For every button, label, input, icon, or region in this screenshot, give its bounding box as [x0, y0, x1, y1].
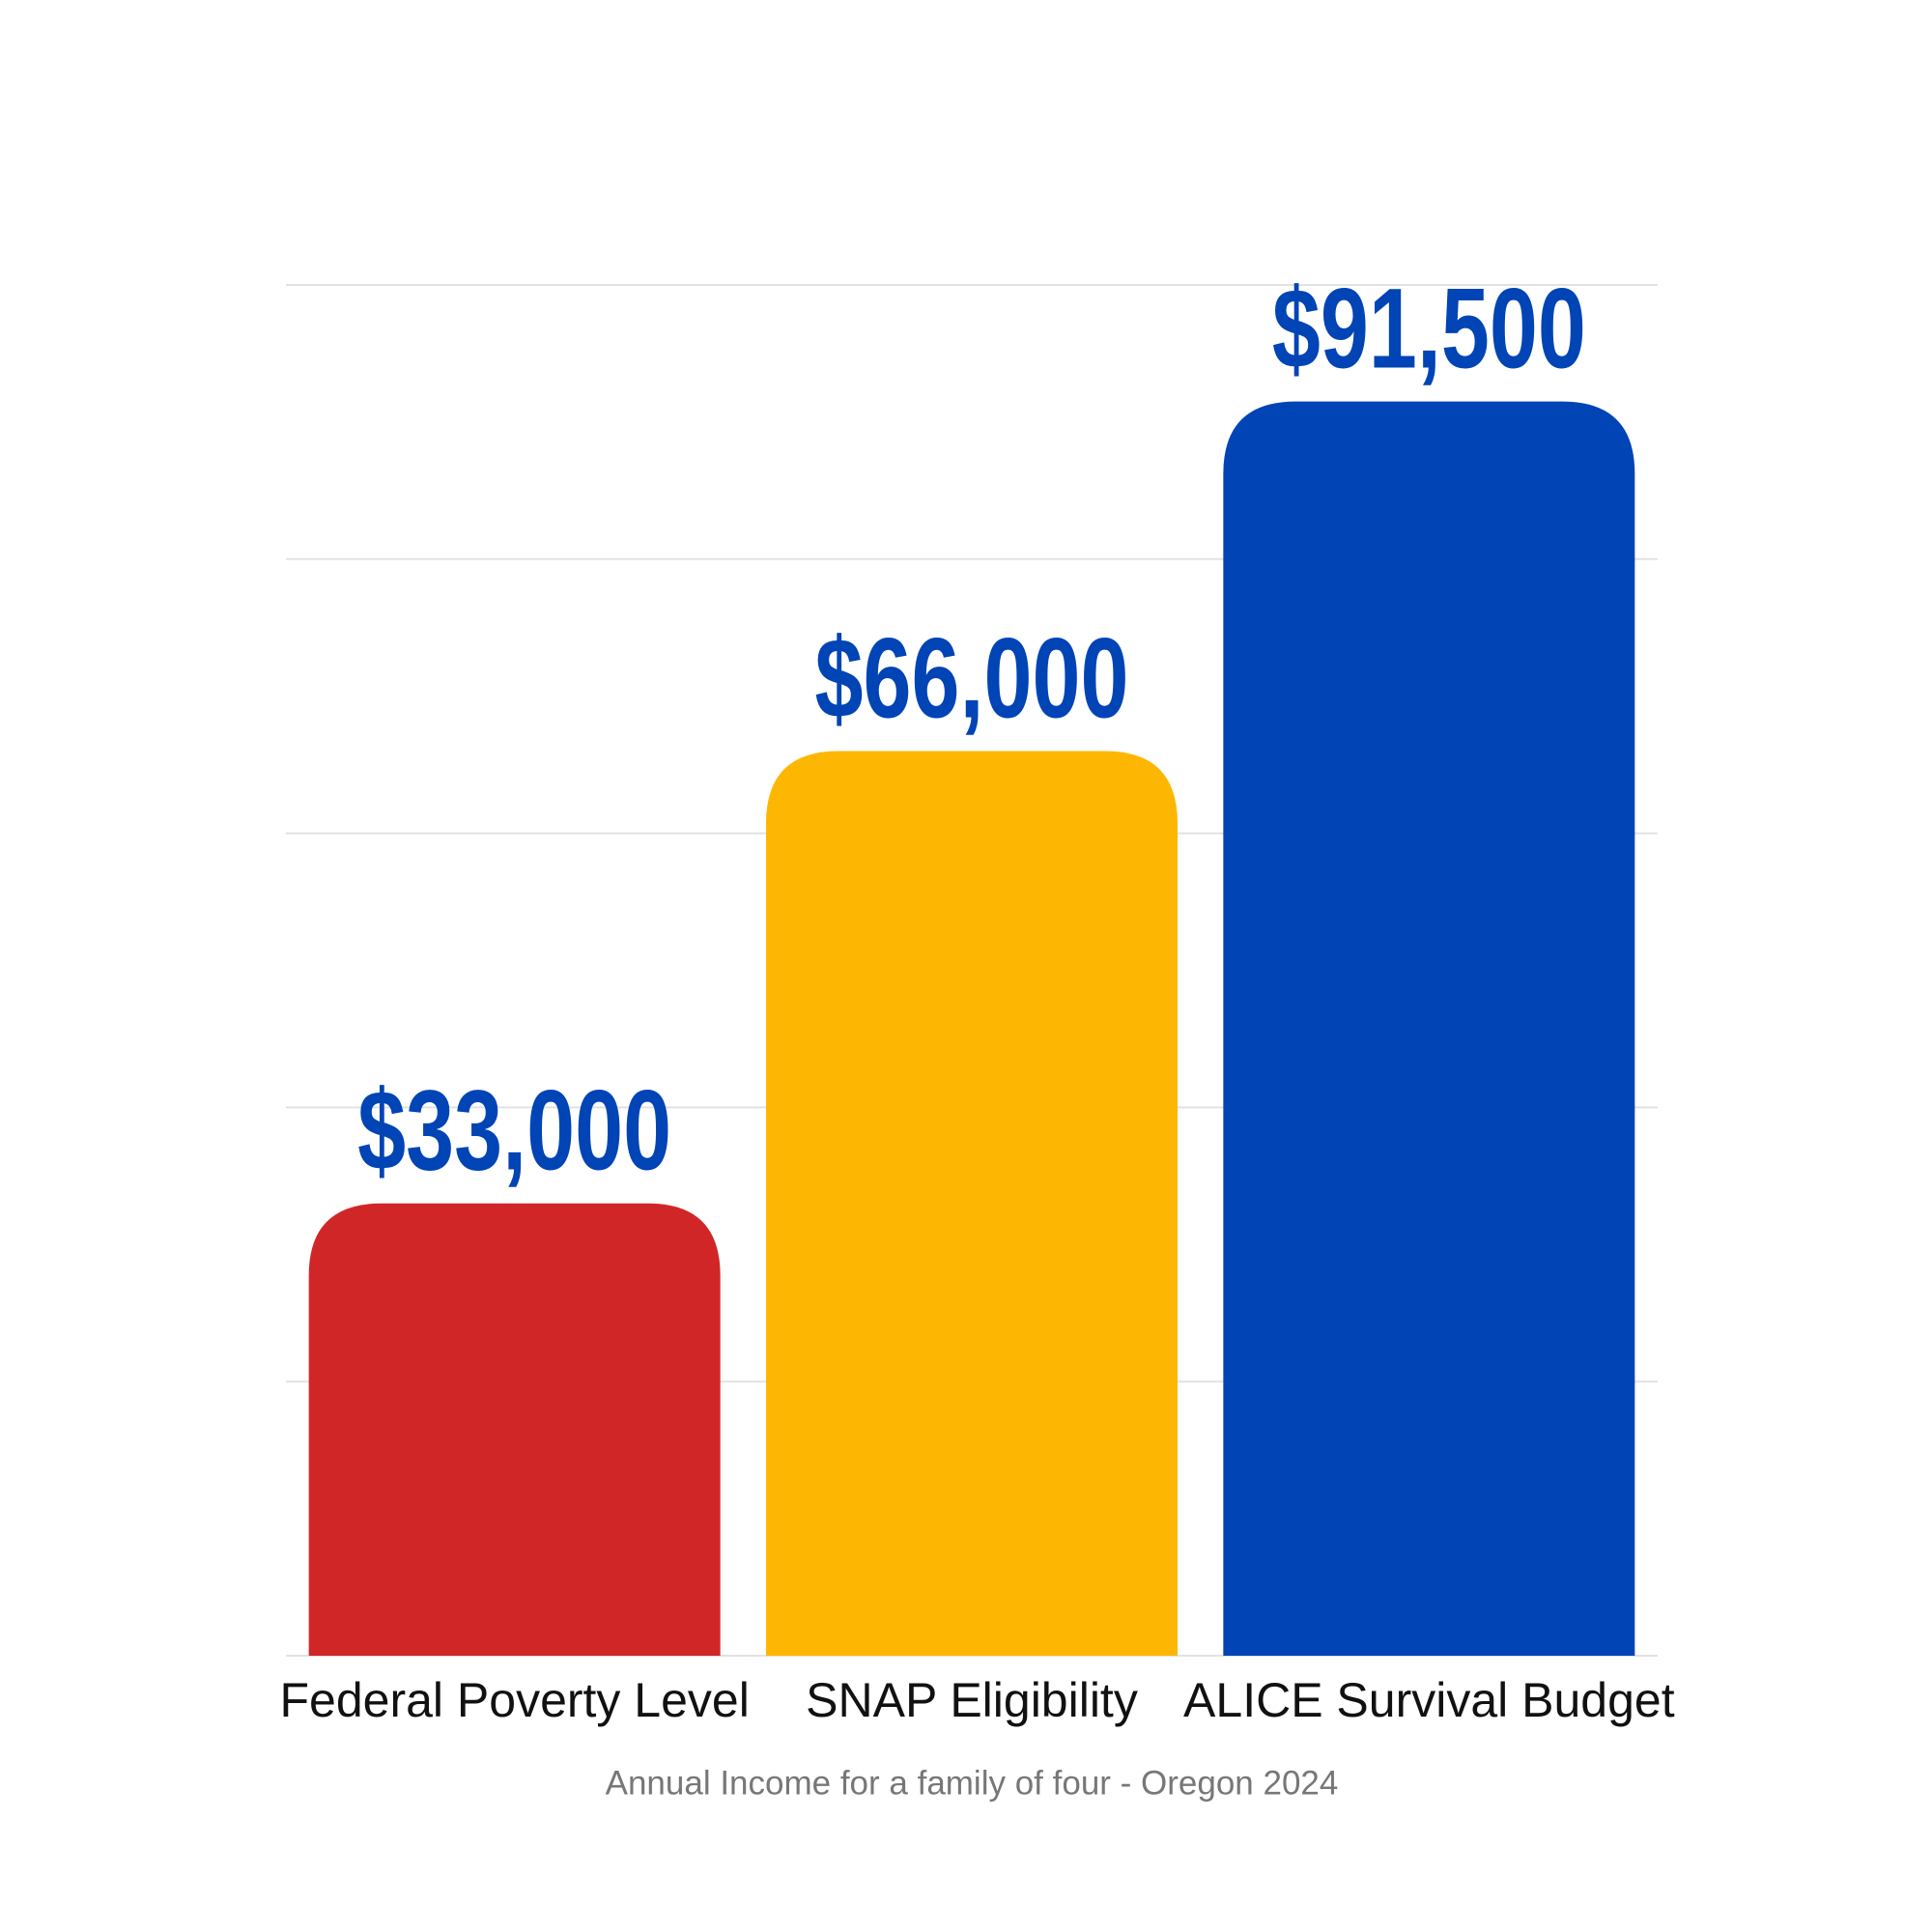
value-label: $33,000	[357, 1067, 671, 1195]
bar	[308, 1203, 721, 1656]
value-label: $91,500	[1272, 266, 1586, 393]
x-tick-label: Federal Poverty Level	[279, 1673, 749, 1727]
value-label: $66,000	[815, 614, 1129, 742]
x-tick-label: SNAP Eligibility	[806, 1673, 1138, 1727]
x-tick-label: ALICE Survival Budget	[1183, 1673, 1675, 1727]
chart-subtitle: Annual Income for a family of four - Ore…	[606, 1764, 1339, 1802]
bar	[1223, 401, 1635, 1656]
bar	[766, 751, 1178, 1656]
